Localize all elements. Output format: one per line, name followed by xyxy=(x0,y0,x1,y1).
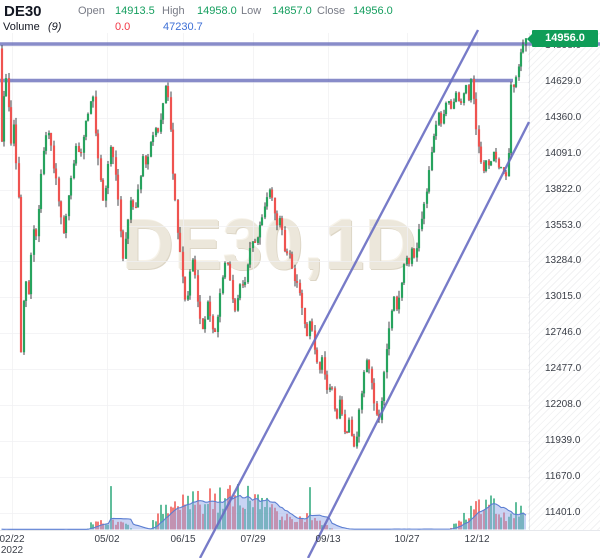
volume-ma-value: 47230.7 xyxy=(163,21,203,33)
price-tick-label: 11939.0 xyxy=(545,434,581,446)
date-tick-label: 09/13 xyxy=(315,534,341,545)
price-tick-label: 12746.0 xyxy=(545,327,582,339)
price-tick-label: 13284.0 xyxy=(545,255,582,267)
price-tick-label: 14360.0 xyxy=(545,111,582,123)
date-tick-label: 02/22 xyxy=(0,534,25,545)
price-tick-label: 13553.0 xyxy=(545,219,582,231)
badge-arrow-icon xyxy=(527,33,532,44)
volume-indicator-label: Volume xyxy=(3,21,40,33)
price-tick-label: 14091.0 xyxy=(545,147,582,159)
last-price-badge: 14956.0 xyxy=(527,30,598,47)
high-value: 14958.0 xyxy=(197,5,237,17)
price-tick-label: 11401.0 xyxy=(545,506,581,518)
low-value: 14857.0 xyxy=(272,5,312,17)
date-tick-label: 12/12 xyxy=(464,534,490,545)
open-label: Open xyxy=(78,5,105,17)
symbol-title: DE30 xyxy=(4,3,42,20)
volume-current-value: 0.0 xyxy=(115,21,131,33)
open-value: 14913.5 xyxy=(115,5,155,17)
close-value: 14956.0 xyxy=(353,5,393,17)
price-tick-label: 14629.0 xyxy=(545,75,582,87)
price-tick-label: 13822.0 xyxy=(545,183,582,195)
high-label: High xyxy=(162,5,185,17)
price-tick-label: 12208.0 xyxy=(545,399,582,411)
price-tick-label: 12477.0 xyxy=(545,363,582,375)
date-tick-label: 10/27 xyxy=(394,534,420,545)
low-label: Low xyxy=(241,5,262,17)
date-tick-label: 06/15 xyxy=(170,534,196,545)
close-label: Close xyxy=(317,5,346,17)
date-tick-label: 05/02 xyxy=(94,534,120,545)
price-tick-label: 13015.0 xyxy=(545,291,582,303)
price-tick-label: 11670.0 xyxy=(545,470,581,482)
price-axis-hatch-margin[interactable] xyxy=(528,33,600,530)
ohlc-header: DE30 Open 14913.5 High 14958.0 Low 14857… xyxy=(0,0,600,34)
date-tick-label: 07/29 xyxy=(240,534,266,545)
volume-indicator-period: (9) xyxy=(48,21,62,33)
date-tick-year-label: 2022 xyxy=(0,545,24,556)
